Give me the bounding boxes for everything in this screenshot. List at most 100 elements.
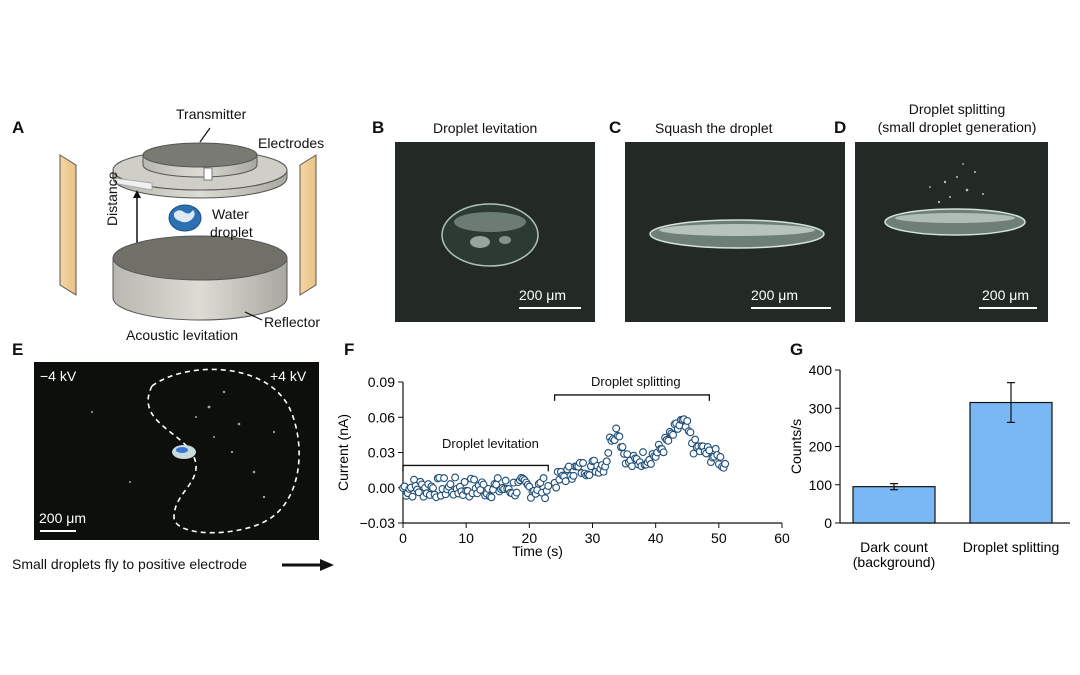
y-tick-label: 0.03 (368, 445, 395, 461)
splitting-bracket (553, 394, 711, 401)
data-point (479, 480, 488, 489)
droplet-levitation-photo: 200 μm (395, 142, 595, 322)
data-point (618, 443, 627, 451)
x-tick-label: 0 (399, 530, 407, 546)
data-point (552, 483, 561, 492)
positive-voltage-label: +4 kV (270, 368, 307, 384)
panel-b-scale-text: 200 μm (519, 287, 566, 303)
data-point (646, 459, 655, 468)
data-point (512, 488, 521, 497)
data-point (544, 481, 553, 490)
panel-c-title: Squash the droplet (655, 120, 773, 136)
data-point (716, 452, 725, 461)
splitting-droplet (884, 163, 1026, 236)
panel-f-label: F (344, 340, 355, 359)
data-point (691, 435, 700, 444)
x-tick-label: 10 (458, 530, 474, 546)
droplet-splitting-photo: 200 μm (855, 142, 1048, 322)
y-tick-label: 200 (809, 439, 833, 455)
squashed-droplet (649, 219, 825, 249)
panel-b-scale-bar (519, 307, 581, 309)
panel-d-scale-bar (979, 307, 1037, 309)
data-point (541, 494, 550, 503)
data-point (487, 493, 496, 502)
data-point (451, 473, 460, 482)
levitation-annotation: Droplet levitation (442, 436, 539, 451)
panel-c-label: C (609, 118, 622, 137)
counts-bar-chart: 0 100 200 300 400 Counts/s Dark count(backgrou… (788, 362, 1070, 570)
data-point (659, 448, 668, 457)
panel-a-label: A (12, 118, 25, 137)
data-point (705, 446, 714, 455)
data-point (569, 471, 578, 480)
right-electrode (299, 154, 317, 296)
data-point (446, 480, 455, 489)
category-label: (background) (853, 554, 936, 570)
y-tick-label: 0 (824, 515, 832, 531)
splitting-annotation: Droplet splitting (591, 374, 681, 389)
data-point (501, 476, 510, 485)
panel-e-label: E (12, 340, 24, 359)
x-tick-label: 40 (648, 530, 664, 546)
y-tick-label: 0.06 (368, 409, 395, 425)
data-point (615, 432, 624, 441)
data-point (440, 474, 449, 483)
left-electrode (59, 154, 77, 296)
panel-d-title: Droplet splitting (small droplet generat… (877, 101, 1037, 135)
panel-c-scale-bar (751, 307, 831, 309)
water-droplet-label: Water droplet (210, 206, 253, 240)
levitating-droplet (441, 203, 539, 267)
panel-e-scale-bar (40, 530, 76, 532)
bar-1 (852, 486, 936, 524)
y-tick-label: 300 (809, 400, 833, 416)
data-point (429, 484, 437, 492)
data-point (470, 475, 479, 484)
data-point (414, 488, 423, 497)
x-tick-label: 20 (522, 530, 538, 546)
x-tick-label: 30 (585, 530, 601, 546)
data-point (408, 492, 417, 501)
data-point (493, 474, 502, 483)
data-point (628, 462, 636, 471)
category-label: Droplet splitting (963, 539, 1060, 555)
negative-voltage-label: −4 kV (40, 368, 77, 384)
data-point (664, 436, 673, 445)
data-point (602, 457, 611, 466)
panel-b-label: B (372, 118, 385, 137)
reflector-label: Reflector (264, 314, 321, 330)
y-tick-label: −0.03 (360, 515, 396, 531)
y-tick-label: 100 (809, 477, 833, 493)
y-tick-label: 0.09 (368, 374, 395, 390)
y-axis-title: Current (nA) (335, 414, 351, 491)
panel-g-label: G (790, 340, 804, 359)
y-axis-title: Counts/s (788, 419, 804, 474)
data-point (669, 430, 677, 439)
acoustic-levitation-label: Acoustic levitation (126, 327, 239, 343)
current-time-chart: 0 10 20 30 40 50 60 −0.03 0.00 0.03 0.06 0.09 Time (… (335, 374, 790, 559)
panel-b-title: Droplet levitation (433, 120, 538, 136)
panel-d-label: D (834, 118, 847, 137)
right-arrow-icon (282, 559, 334, 571)
data-point (686, 428, 695, 437)
panel-e-caption: Small droplets fly to positive electrode (12, 556, 247, 572)
levitation-bracket (402, 464, 549, 472)
y-tick-label: 0.00 (368, 480, 395, 496)
droplet-trajectory (91, 368, 300, 534)
x-tick-label: 60 (774, 530, 790, 546)
data-point (721, 459, 730, 468)
data-point (539, 474, 548, 483)
panel-e-scale-text: 200 μm (39, 510, 86, 526)
data-point (612, 424, 621, 433)
electrodes-label: Electrodes (258, 135, 325, 151)
squash-droplet-photo: 200 μm (625, 142, 845, 322)
distance-label: Distance (104, 171, 120, 226)
data-point (683, 416, 692, 425)
panel-d-scale-text: 200 μm (982, 287, 1029, 303)
data-point (604, 448, 613, 457)
panel-c-scale-text: 200 μm (751, 287, 798, 303)
transmitter-label: Transmitter (176, 106, 247, 122)
levitation-schematic (59, 127, 317, 321)
x-axis-title: Time (s) (512, 543, 563, 559)
data-point (639, 448, 647, 457)
x-tick-label: 50 (711, 530, 727, 546)
